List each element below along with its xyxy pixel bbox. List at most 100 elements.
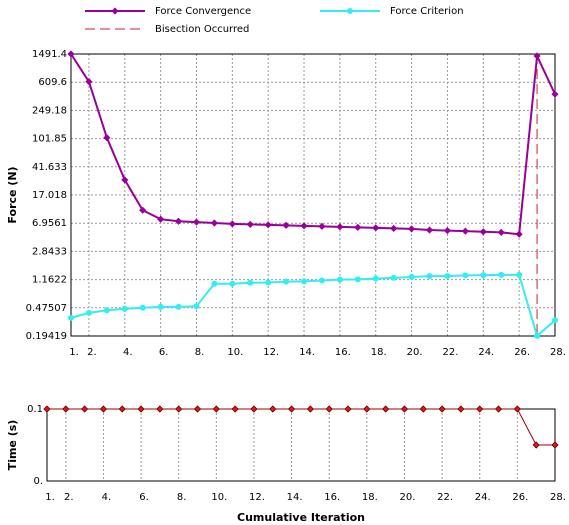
marker [211,280,218,287]
y-tick-label: 1.1622 [32,275,67,286]
marker [426,273,433,280]
x-tick-label: 22. [442,347,458,358]
marker [498,271,505,278]
x-tick-label: 26. [512,492,528,503]
marker [457,405,465,413]
marker [250,405,258,413]
marker [400,405,409,413]
marker [390,274,397,281]
x-tick-label: 6. [159,347,169,358]
marker [516,271,523,278]
x-tick-label: 28. [550,347,566,358]
x-tick-label: 28. [550,492,566,503]
y-tick-label: 17.018 [32,190,67,201]
marker [419,405,427,413]
marker [318,222,326,230]
marker [111,7,119,15]
marker [43,405,51,413]
marker [246,220,254,228]
marker [476,405,484,413]
series-line [47,408,555,446]
x-tick-label: 10. [227,347,243,358]
x-axis-title: Cumulative Iteration [237,511,365,524]
marker [552,317,558,324]
marker [288,405,296,413]
marker [533,52,541,60]
marker [139,304,146,311]
marker [534,332,541,339]
marker [444,273,451,280]
marker [265,279,272,286]
marker [156,405,164,413]
y-tick-label: 0.19419 [26,331,67,342]
marker [551,90,559,98]
marker [443,227,452,235]
x-tick-label: 26. [514,347,530,358]
legend-label: Force Criterion [390,6,464,17]
x-tick-label: 8. [177,492,187,503]
marker [344,405,352,413]
y-tick-label: 101.85 [32,134,67,145]
series-line [70,52,556,236]
marker [157,215,165,223]
marker [462,272,469,279]
marker [103,307,110,314]
x-tick-label: 6. [139,492,149,503]
marker [212,405,220,413]
marker [354,223,362,231]
x-tick-label: 14. [287,492,303,503]
marker [354,276,361,283]
x-tick-label: 16. [335,347,351,358]
marker [425,226,434,234]
marker [264,221,272,229]
marker [513,405,521,413]
x-tick-label: 22. [437,492,453,503]
marker [318,277,325,284]
marker [336,223,344,231]
marker [301,278,308,285]
x-tick-label: 12. [263,347,279,358]
x-tick-label: 18. [371,347,387,358]
y-tick-label: 2.8433 [32,246,67,257]
legend-label: Force Convergence [155,6,251,17]
marker [494,405,503,413]
plot-frame [46,408,556,482]
y-tick-label: 6.9561 [32,218,67,229]
x-tick-label: 2. [87,347,97,358]
y-tick-label: 0. [33,476,43,487]
y-tick-label: 0.47507 [26,303,67,314]
marker [336,276,343,283]
marker [210,219,218,227]
marker [306,405,314,413]
marker [532,441,540,449]
y-axis-title: Time (s) [6,420,19,471]
x-tick-label: 18. [362,492,378,503]
marker [461,227,469,235]
marker [282,221,290,229]
y-axis-title: Force (N) [6,166,19,223]
marker [231,405,239,413]
marker [479,228,487,236]
marker [347,8,353,14]
x-tick-label: 20. [400,492,416,503]
marker [137,405,145,413]
y-tick-label: 0.1 [27,404,43,415]
marker [497,228,505,236]
marker [269,405,277,413]
marker [157,303,164,310]
marker [67,50,75,58]
x-tick-label: 20. [407,347,423,358]
x-tick-label: 1. [69,347,79,358]
marker [480,272,487,279]
marker [193,405,202,413]
marker [372,275,379,282]
marker [81,405,89,413]
marker [121,176,129,184]
marker [62,405,70,413]
marker [85,78,93,86]
marker [551,441,559,449]
marker [408,274,415,281]
plot-frame [70,53,556,337]
marker [372,224,380,232]
